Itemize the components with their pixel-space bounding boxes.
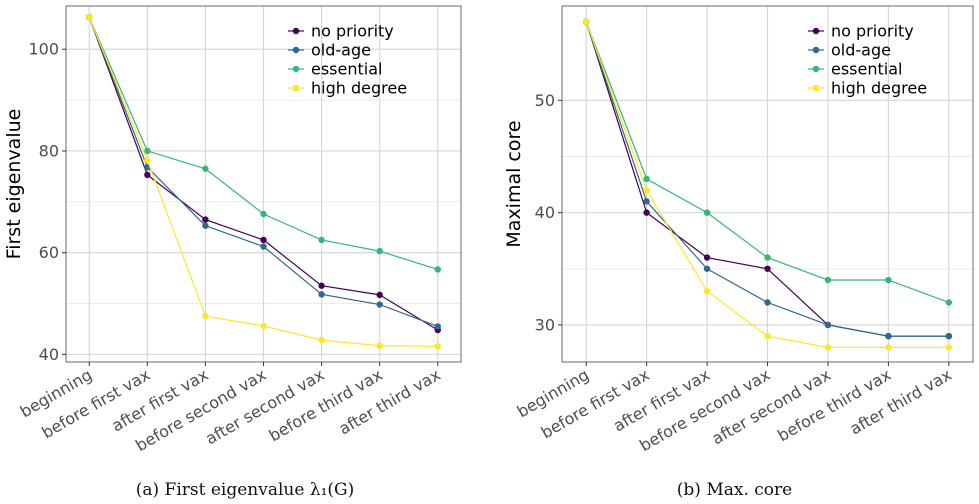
legend-point-high-degree [292,84,300,92]
legend-label-high-degree: high degree [311,79,407,98]
x-tick-label-after-third-vax: after third vax [335,365,443,438]
legend-point-old-age [292,46,300,54]
point-old-age-3 [260,243,267,250]
y-axis-title: Maximal core [503,120,525,247]
point-high-degree-5 [376,342,383,349]
point-no-priority-2 [202,216,209,223]
point-essential-2 [202,165,209,172]
point-essential-3 [260,210,267,218]
legend-label-no-priority: no priority [831,22,914,41]
point-high-degree-6 [945,344,953,351]
point-no-priority-3 [764,265,771,272]
point-old-age-2 [202,222,209,229]
point-high-degree-2 [202,313,209,320]
point-high-degree-1 [643,186,650,194]
point-no-priority-2 [703,254,711,261]
chart-panel-maximal-core: 30 40 50 beginning before first vax after fir… [490,0,979,504]
y-tick-label: 50 [535,91,555,110]
point-essential-5 [376,247,383,255]
legend-point-no-priority [292,27,300,35]
point-no-priority-1 [643,209,650,216]
point-essential-5 [885,276,892,284]
y-tick-label: 80 [39,141,59,160]
point-high-degree-2 [703,288,711,295]
point-high-degree-4 [318,336,325,344]
point-old-age-1 [643,198,650,205]
legend-label-no-priority: no priority [311,22,394,41]
point-no-priority-5 [376,291,383,299]
legend-label-high-degree: high degree [831,79,927,98]
point-essential-4 [318,236,325,244]
y-tick-label: 40 [39,345,59,364]
point-high-degree-0 [582,18,590,25]
point-old-age-3 [764,299,771,306]
point-high-degree-4 [824,344,832,351]
y-tick-label: 100 [28,40,59,59]
point-high-degree-0 [86,13,93,21]
point-high-degree-1 [144,156,151,164]
point-essential-1 [643,175,650,183]
y-tick-label: 30 [535,315,555,334]
legend-label-essential: essential [831,60,902,79]
point-essential-4 [824,276,832,284]
y-axis-title: First eigenvalue [3,109,25,260]
point-old-age-4 [824,321,832,329]
legend-label-old-age: old-age [311,41,371,60]
point-high-degree-6 [434,343,441,350]
point-old-age-6 [434,323,441,330]
chart-panel-first-eigenvalue: 40 60 80 100 beginning before first vax after … [3,5,462,500]
caption-first-eigenvalue: (a) First eigenvalue λ₁(G) [135,480,355,500]
legend-point-old-age [812,46,820,54]
point-essential-6 [945,299,953,306]
point-old-age-2 [703,265,711,272]
x-tick-label-after-third-vax: after third vax [847,365,955,438]
point-old-age-4 [318,291,325,298]
y-tick-label: 40 [535,203,555,222]
point-old-age-5 [885,332,892,340]
point-essential-1 [144,147,151,155]
point-no-priority-3 [260,236,267,244]
caption-maximal-core: (b) Max. core [676,480,793,500]
point-essential-3 [764,254,771,261]
legend-label-essential: essential [311,60,382,79]
point-no-priority-4 [318,282,325,289]
legend-point-essential [812,65,820,73]
legend-point-high-degree [812,84,820,92]
point-old-age-5 [376,301,383,308]
point-high-degree-3 [260,322,267,330]
point-no-priority-1 [144,171,151,179]
legend-point-essential [292,65,300,73]
point-high-degree-3 [764,332,771,340]
legend-point-no-priority [812,27,820,35]
y-tick-label: 60 [39,243,59,262]
point-old-age-6 [945,332,953,340]
legend-label-old-age: old-age [831,41,891,60]
point-essential-2 [703,209,711,216]
point-high-degree-5 [885,344,892,351]
point-essential-6 [434,266,441,273]
